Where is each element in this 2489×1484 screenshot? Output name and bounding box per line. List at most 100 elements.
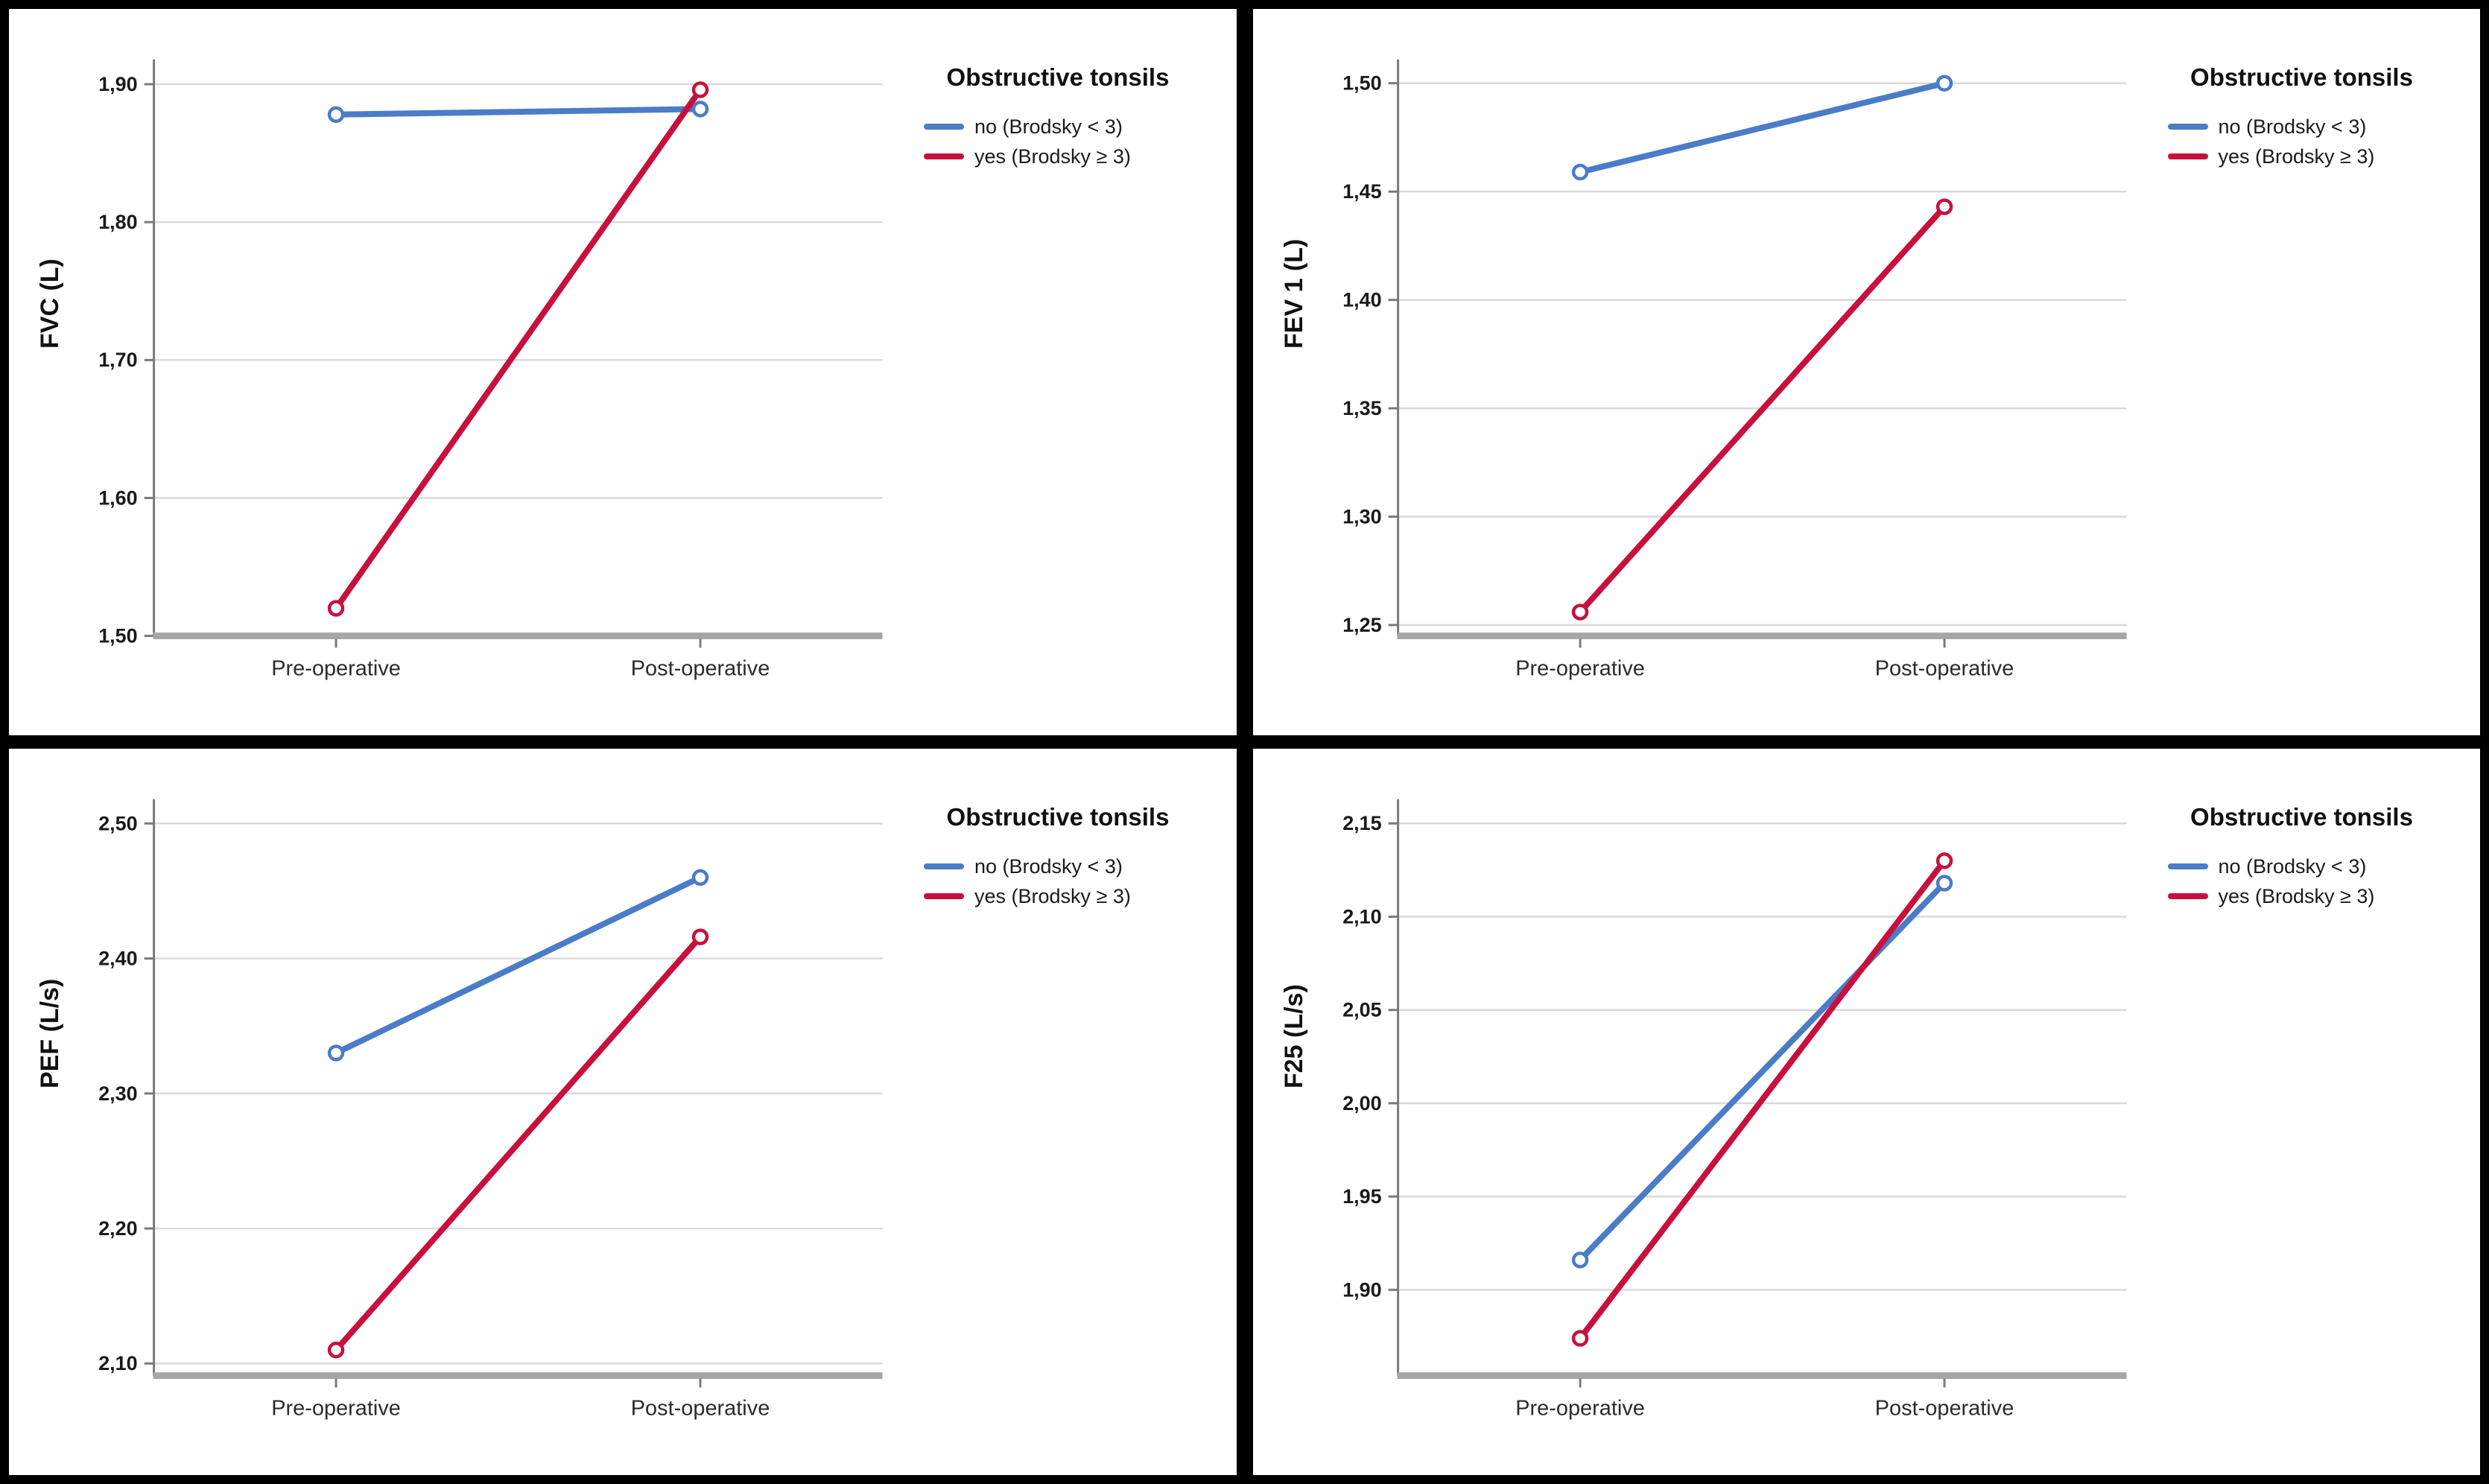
legend-item-no: no (Brodsky < 3) — [2167, 112, 2466, 142]
gridlines — [153, 83, 883, 499]
gridlines — [1398, 82, 2127, 627]
x-category-label: Pre-operative — [271, 656, 401, 680]
yes-series-swatch — [2167, 893, 2208, 899]
legend-item-label: no (Brodsky < 3) — [974, 115, 1123, 138]
data-point-marker — [1935, 198, 1953, 215]
x-category-label: Post-operative — [1874, 656, 2014, 680]
y-tick-marks — [1388, 82, 1398, 627]
x-category-label: Pre-operative — [271, 1396, 401, 1420]
y-tick-label: 2,05 — [1342, 999, 1381, 1021]
legend-title: Obstructive tonsils — [946, 63, 1170, 91]
legend-item-label: no (Brodsky < 3) — [2218, 115, 2367, 138]
gridlines — [1398, 822, 2127, 1291]
pef-legend: Obstructive tonsils no (Brodsky < 3) yes… — [924, 802, 1222, 911]
y-tick-labels: 2,50 2,40 2,30 2,20 2,10 — [98, 812, 137, 1374]
yes-series-swatch — [924, 153, 964, 159]
series-yes — [1571, 198, 1953, 621]
legend-item-label: yes (Brodsky ≥ 3) — [974, 145, 1131, 168]
data-point-marker — [1571, 163, 1588, 181]
legend-item-yes: yes (Brodsky ≥ 3) — [2167, 142, 2466, 171]
data-point-marker — [327, 106, 345, 123]
legend-item-no: no (Brodsky < 3) — [2167, 852, 2466, 881]
data-point-marker — [327, 1341, 345, 1359]
y-tick-label: 1,50 — [98, 625, 137, 647]
legend-item-label: no (Brodsky < 3) — [2218, 854, 2367, 878]
legend-item-label: yes (Brodsky ≥ 3) — [2218, 145, 2375, 168]
yes-series-swatch — [2167, 153, 2208, 159]
data-point-marker — [1571, 603, 1588, 621]
fvc-legend: Obstructive tonsils no (Brodsky < 3) yes… — [924, 63, 1222, 171]
y-tick-label: 2,10 — [98, 1352, 137, 1374]
x-category-labels: Pre-operative Post-operative — [271, 638, 770, 680]
series-line — [333, 86, 704, 612]
no-series-swatch — [2167, 124, 2208, 130]
legend-item-no: no (Brodsky < 3) — [924, 852, 1222, 881]
y-tick-label: 1,45 — [1342, 180, 1381, 203]
y-axis-title-text: FVC (L) — [36, 259, 64, 349]
f25-plot-area: 2,15 2,10 2,05 2,00 1,95 1,90 Pre-operative Pos… — [1342, 799, 2127, 1420]
y-tick-label: 2,00 — [1342, 1092, 1381, 1114]
y-tick-label: 1,25 — [1342, 614, 1381, 636]
y-tick-label: 1,30 — [1342, 506, 1381, 528]
y-tick-label: 1,35 — [1342, 397, 1381, 419]
y-tick-marks — [144, 822, 154, 1365]
x-category-label: Post-operative — [631, 656, 770, 680]
y-tick-label: 2,30 — [98, 1082, 137, 1105]
data-point-marker — [1935, 875, 1953, 892]
y-tick-label: 1,70 — [98, 349, 137, 371]
legend-title: Obstructive tonsils — [946, 803, 1170, 831]
series-yes — [1571, 852, 1953, 1347]
legend-item-no: no (Brodsky < 3) — [924, 112, 1222, 142]
x-category-label: Pre-operative — [1515, 1396, 1645, 1420]
x-category-labels: Pre-operative Post-operative — [271, 1378, 770, 1420]
yes-series-swatch — [924, 893, 964, 899]
legend-item-label: yes (Brodsky ≥ 3) — [974, 884, 1131, 907]
y-axis-title-text: FEV 1 (L) — [1279, 238, 1308, 349]
legend-item-label: yes (Brodsky ≥ 3) — [2218, 884, 2375, 907]
legend-item-yes: yes (Brodsky ≥ 3) — [924, 142, 1222, 171]
data-point-marker — [691, 928, 709, 945]
x-category-label: Post-operative — [631, 1396, 770, 1420]
legend-item-label: no (Brodsky < 3) — [974, 854, 1123, 878]
chart-panel-fev1: 1,50 1,45 1,40 1,35 1,30 1,25 Pre-operative Pos… — [1251, 7, 2482, 737]
y-tick-label: 1,90 — [1342, 1278, 1381, 1301]
data-point-marker — [1935, 852, 1953, 869]
y-tick-label: 2,50 — [98, 812, 137, 834]
data-point-marker — [691, 81, 709, 98]
chart-panel-pef: 2,50 2,40 2,30 2,20 2,10 Pre-operative Post-op… — [7, 747, 1238, 1477]
x-category-labels: Pre-operative Post-operative — [1515, 1378, 2014, 1420]
y-tick-labels: 1,90 1,80 1,70 1,60 1,50 — [98, 73, 137, 647]
series-yes — [327, 928, 709, 1359]
legend-title: Obstructive tonsils — [2190, 63, 2413, 91]
data-point-marker — [1571, 1330, 1588, 1347]
y-tick-label: 2,40 — [98, 948, 137, 970]
fev1-plot-area: 1,50 1,45 1,40 1,35 1,30 1,25 Pre-operative Pos… — [1342, 59, 2127, 680]
y-tick-label: 1,90 — [98, 73, 137, 95]
f25-legend: Obstructive tonsils no (Brodsky < 3) yes… — [2167, 802, 2466, 911]
series-no — [1571, 875, 1953, 1269]
x-category-label: Post-operative — [1874, 1396, 2014, 1420]
y-tick-labels: 1,50 1,45 1,40 1,35 1,30 1,25 — [1342, 72, 1381, 636]
y-tick-label: 1,40 — [1342, 289, 1381, 311]
chart-panel-f25: 2,15 2,10 2,05 2,00 1,95 1,90 Pre-operative Pos… — [1251, 747, 2482, 1477]
y-tick-label: 2,20 — [98, 1217, 137, 1240]
data-point-marker — [1571, 1252, 1588, 1269]
series-line — [1576, 857, 1947, 1342]
y-tick-label: 1,50 — [1342, 72, 1381, 95]
legend-item-yes: yes (Brodsky ≥ 3) — [924, 881, 1222, 911]
series-line — [333, 106, 704, 118]
no-series-swatch — [924, 863, 964, 869]
y-tick-label: 1,95 — [1342, 1185, 1381, 1208]
series-yes — [327, 81, 709, 617]
no-series-swatch — [2167, 863, 2208, 869]
series-line — [1576, 880, 1947, 1263]
data-point-marker — [327, 1044, 345, 1062]
series-no — [327, 101, 709, 123]
y-tick-label: 1,80 — [98, 211, 137, 233]
y-tick-label: 2,10 — [1342, 905, 1381, 928]
series-line — [1576, 203, 1947, 615]
no-series-swatch — [924, 124, 964, 130]
series-line — [1576, 80, 1947, 175]
y-tick-marks — [144, 83, 154, 638]
